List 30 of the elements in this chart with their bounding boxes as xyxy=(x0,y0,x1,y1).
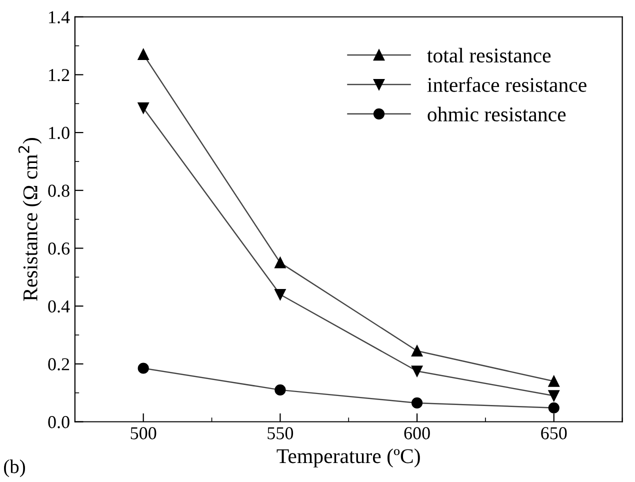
y-tick-label: 0.8 xyxy=(48,184,70,197)
x-tick-label: 650 xyxy=(541,427,567,440)
x-tick-label: 600 xyxy=(404,427,430,440)
y-tick-label: 0.2 xyxy=(48,358,70,370)
y-tick-label: 1.2 xyxy=(49,69,70,82)
point xyxy=(411,345,423,356)
point xyxy=(411,397,423,409)
point xyxy=(548,390,560,402)
text: (b) xyxy=(4,460,25,478)
y-tick-label: 0.0 xyxy=(48,416,70,428)
x-tick-label: 550 xyxy=(268,427,294,440)
x-axis-title: Temperature (ºC) xyxy=(276,448,420,468)
legend-label: total resistance xyxy=(427,48,551,63)
point xyxy=(548,376,560,387)
legend-label: interface resistance xyxy=(427,77,586,92)
point xyxy=(138,102,149,114)
point xyxy=(138,362,149,374)
point xyxy=(274,384,286,396)
y-axis-title: Resistance (Ω cm$^{2}$) xyxy=(18,138,42,301)
point xyxy=(274,288,286,300)
point xyxy=(411,366,423,377)
point xyxy=(274,257,286,268)
point xyxy=(548,402,560,414)
y-tick-label: 1.4 xyxy=(49,11,70,24)
point xyxy=(138,48,149,60)
legend-label: ohmic resistance xyxy=(428,106,566,122)
x-tick-label: 500 xyxy=(130,427,156,440)
y-tick-label: 1.0 xyxy=(49,126,70,140)
y-tick-label: 0.4 xyxy=(48,300,70,313)
y-tick-label: 0.6 xyxy=(48,242,70,255)
